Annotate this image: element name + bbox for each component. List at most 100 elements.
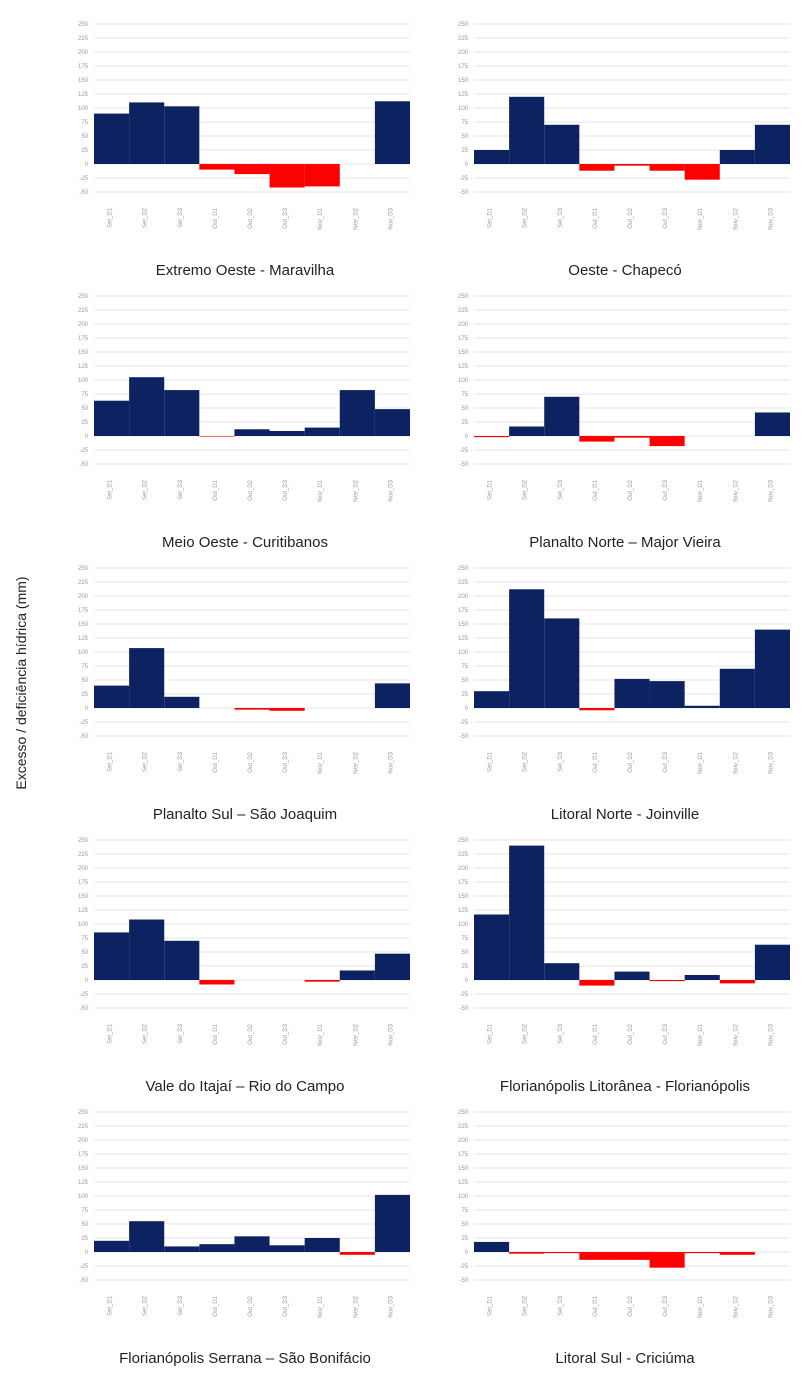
y-tick-label: 100	[78, 650, 89, 656]
panel-vale-do-itajai: 250 225 200 175 150 125 100 75 50 25 0 -25 -50 Set_D1…	[60, 834, 430, 1104]
bar	[474, 150, 510, 164]
y-tick-label: 75	[81, 1208, 88, 1214]
x-tick-label: Out_D1	[213, 1295, 219, 1316]
y-tick-label: 25	[461, 692, 468, 698]
y-tick-label: 150	[458, 78, 469, 84]
y-tick-label: 50	[81, 950, 88, 956]
y-tick-label: 250	[78, 1110, 89, 1116]
bar	[234, 164, 270, 175]
bar	[509, 1252, 545, 1254]
x-tick-label: Set_D1	[488, 751, 494, 772]
x-tick-label: Set_D3	[178, 751, 184, 772]
y-tick-label: 125	[78, 364, 89, 370]
x-tick-label: Nov_D2	[353, 751, 359, 773]
y-tick-label: 250	[78, 566, 89, 572]
y-tick-label: 125	[458, 92, 469, 98]
x-tick-label: Nov_D3	[768, 1295, 774, 1317]
x-tick-label: Out_D2	[248, 751, 254, 772]
bar-chart-litoral-norte: 2502252001751501251007550250-25-50Set_D1…	[458, 566, 790, 774]
y-tick-label: 175	[458, 64, 469, 70]
panel-title: Vale do Itajaí – Rio do Campo	[145, 1078, 345, 1095]
y-tick-label: 125	[78, 908, 89, 914]
bar	[304, 980, 340, 982]
y-tick-label: 200	[78, 866, 89, 872]
y-tick-label: 175	[458, 336, 469, 342]
x-tick-label: Set_D2	[143, 1295, 149, 1316]
y-tick-label: 200	[78, 322, 89, 328]
bar	[719, 668, 755, 708]
y-tick-label: -50	[459, 190, 468, 196]
y-tick-label: 100	[458, 378, 469, 384]
y-tick-label: -50	[459, 1006, 468, 1012]
y-tick-label: 50	[461, 678, 468, 684]
y-tick-label: 200	[458, 594, 469, 600]
bar-chart-planalto-sul: 2502252001751501251007550250-25-50Set_D1…	[78, 566, 410, 774]
bar	[649, 436, 685, 447]
x-tick-label: Set_D2	[143, 1023, 149, 1044]
bar	[164, 390, 200, 436]
y-tick-label: 150	[458, 894, 469, 900]
y-tick-label: 225	[458, 36, 469, 42]
x-tick-label: Set_D2	[143, 207, 149, 228]
y-tick-label: 175	[78, 336, 89, 342]
y-tick-label: 100	[78, 378, 89, 384]
y-tick-label: 175	[78, 608, 89, 614]
x-tick-label: Set_D3	[558, 479, 564, 500]
x-tick-label: Out_D1	[593, 1023, 599, 1044]
y-tick-label: 100	[458, 1194, 469, 1200]
y-tick-label: 225	[78, 580, 89, 586]
bar	[509, 845, 545, 980]
bar	[234, 1236, 270, 1252]
x-tick-label: Out_D3	[663, 207, 669, 228]
bar	[474, 436, 510, 438]
panel-title: Litoral Norte - Joinville	[550, 806, 700, 823]
x-tick-label: Out_D3	[663, 479, 669, 500]
x-tick-label: Nov_D3	[768, 1023, 774, 1045]
x-tick-label: Set_D3	[558, 207, 564, 228]
y-tick-label: 250	[458, 838, 469, 844]
y-tick-label: 100	[458, 650, 469, 656]
y-tick-label: -25	[459, 1264, 468, 1270]
y-tick-label: 25	[461, 148, 468, 154]
x-tick-label: Set_D1	[108, 751, 114, 772]
x-tick-label: Out_D2	[628, 1295, 634, 1316]
y-tick-label: 0	[85, 978, 89, 984]
y-tick-label: 50	[461, 406, 468, 412]
y-tick-label: 150	[458, 1166, 469, 1172]
panel-litoral-sul: 250 225 200 175 150 125 100 75 50 25 0 -25 -50 Set_D1…	[440, 1106, 810, 1376]
x-tick-label: Out_D2	[248, 1295, 254, 1316]
panel-title: Oeste - Chapecó	[568, 262, 682, 279]
y-tick-label: 25	[461, 1236, 468, 1242]
bar	[199, 436, 235, 437]
panel-oeste: 250 225 200 175 150 125 100 75 50 25 0 -25 -50 Set_D1…	[440, 18, 810, 288]
y-tick-label: 75	[461, 120, 468, 126]
bar	[544, 124, 580, 164]
y-tick-label: 225	[458, 308, 469, 314]
y-tick-label: 200	[78, 50, 89, 56]
y-tick-label: 250	[458, 566, 469, 572]
x-tick-label: Nov_D1	[698, 479, 704, 501]
y-tick-label: 125	[458, 1180, 469, 1186]
y-tick-label: 150	[78, 622, 89, 628]
x-tick-label: Out_D3	[663, 1295, 669, 1316]
x-tick-label: Set_D2	[523, 1295, 529, 1316]
x-tick-label: Set_D1	[108, 479, 114, 500]
bar	[614, 971, 650, 980]
y-tick-label: 175	[458, 880, 469, 886]
y-tick-label: 225	[78, 308, 89, 314]
bar	[579, 1252, 615, 1260]
bar	[754, 944, 790, 980]
x-tick-label: Out_D1	[593, 479, 599, 500]
bar	[579, 708, 615, 711]
bar	[684, 705, 720, 708]
panel-florianopolis-serrana: 250 225 200 175 150 125 100 75 50 25 0 -25 -50 Set_D1…	[60, 1106, 430, 1376]
y-tick-label: -50	[79, 190, 88, 196]
bar	[94, 113, 130, 164]
bar	[509, 589, 545, 708]
x-tick-label: Nov_D1	[318, 1023, 324, 1045]
y-tick-label: 75	[461, 392, 468, 398]
y-tick-label: 125	[78, 1180, 89, 1186]
y-tick-label: 25	[81, 148, 88, 154]
x-tick-label: Out_D3	[663, 751, 669, 772]
panel-title: Meio Oeste - Curitibanos	[162, 534, 328, 551]
